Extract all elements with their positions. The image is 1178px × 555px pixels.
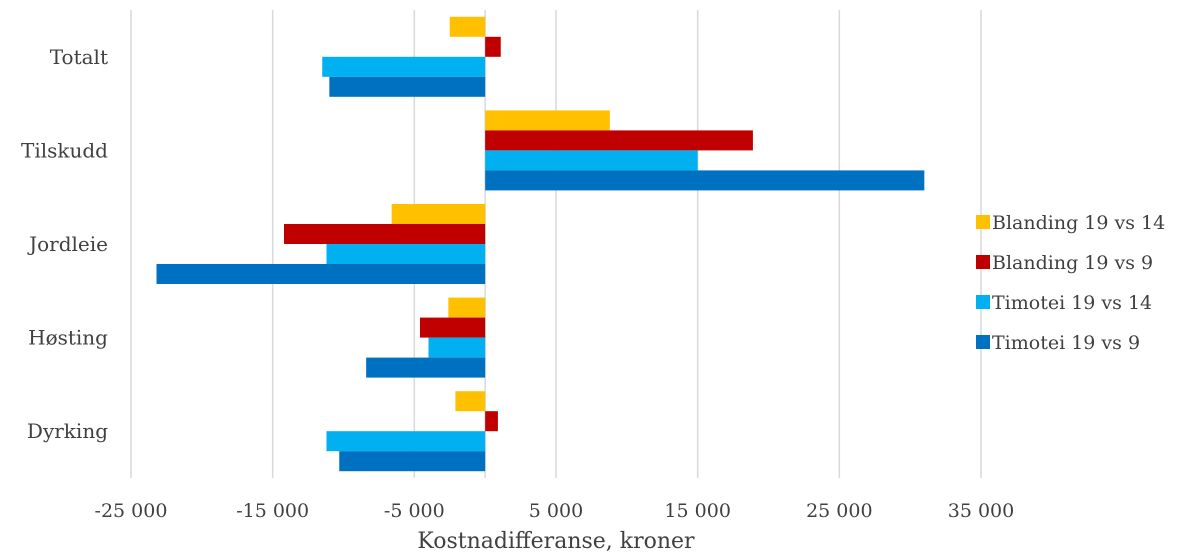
bar	[366, 358, 485, 378]
category-label: Jordleie	[27, 232, 108, 256]
legend-swatch	[976, 215, 990, 229]
x-tick-labels: -25 000 -15 000 -5 000 5 000 15 000 25 000 35 …	[95, 500, 1015, 522]
bar	[485, 170, 924, 190]
legend-label: Timotei 19 vs 14	[992, 292, 1152, 314]
category-label: Høsting	[28, 326, 108, 350]
x-tick-label: 15 000	[664, 500, 730, 522]
bar	[157, 264, 486, 284]
bar	[329, 77, 485, 97]
legend: Blanding 19 vs 14 Blanding 19 vs 9 Timotei…	[976, 212, 1165, 354]
x-tick-label: 5 000	[529, 500, 583, 522]
x-tick-label: 35 000	[948, 500, 1014, 522]
x-tick-label: 25 000	[806, 500, 872, 522]
x-tick-label: -15 000	[236, 500, 309, 522]
category-labels: Totalt Tilskudd Jordleie Høsting Dyrking	[21, 45, 108, 443]
category-label: Totalt	[50, 45, 108, 69]
bar	[327, 431, 486, 451]
category-label: Dyrking	[27, 419, 108, 443]
bar	[485, 411, 498, 431]
x-tick-label: -25 000	[95, 500, 168, 522]
x-tick-label: -5 000	[384, 500, 445, 522]
bar	[450, 17, 485, 37]
category-label: Tilskudd	[21, 138, 108, 162]
legend-label: Timotei 19 vs 9	[992, 332, 1140, 354]
gridlines	[131, 10, 981, 478]
bar	[392, 204, 486, 224]
bar	[339, 451, 485, 471]
bar	[485, 110, 610, 130]
bar	[485, 130, 753, 150]
bar	[429, 338, 486, 358]
bar	[284, 224, 485, 244]
x-axis-title: Kostnadifferanse, kroner	[417, 529, 695, 554]
bar	[322, 57, 485, 77]
bar	[327, 244, 486, 264]
bars	[157, 17, 925, 471]
legend-label: Blanding 19 vs 14	[992, 212, 1165, 234]
legend-swatch	[976, 295, 990, 309]
legend-label: Blanding 19 vs 9	[992, 252, 1153, 274]
bar	[420, 318, 485, 338]
bar	[485, 150, 697, 170]
legend-swatch	[976, 255, 990, 269]
legend-swatch	[976, 335, 990, 349]
bar	[448, 298, 485, 318]
bar	[455, 391, 485, 411]
bar	[485, 37, 501, 57]
